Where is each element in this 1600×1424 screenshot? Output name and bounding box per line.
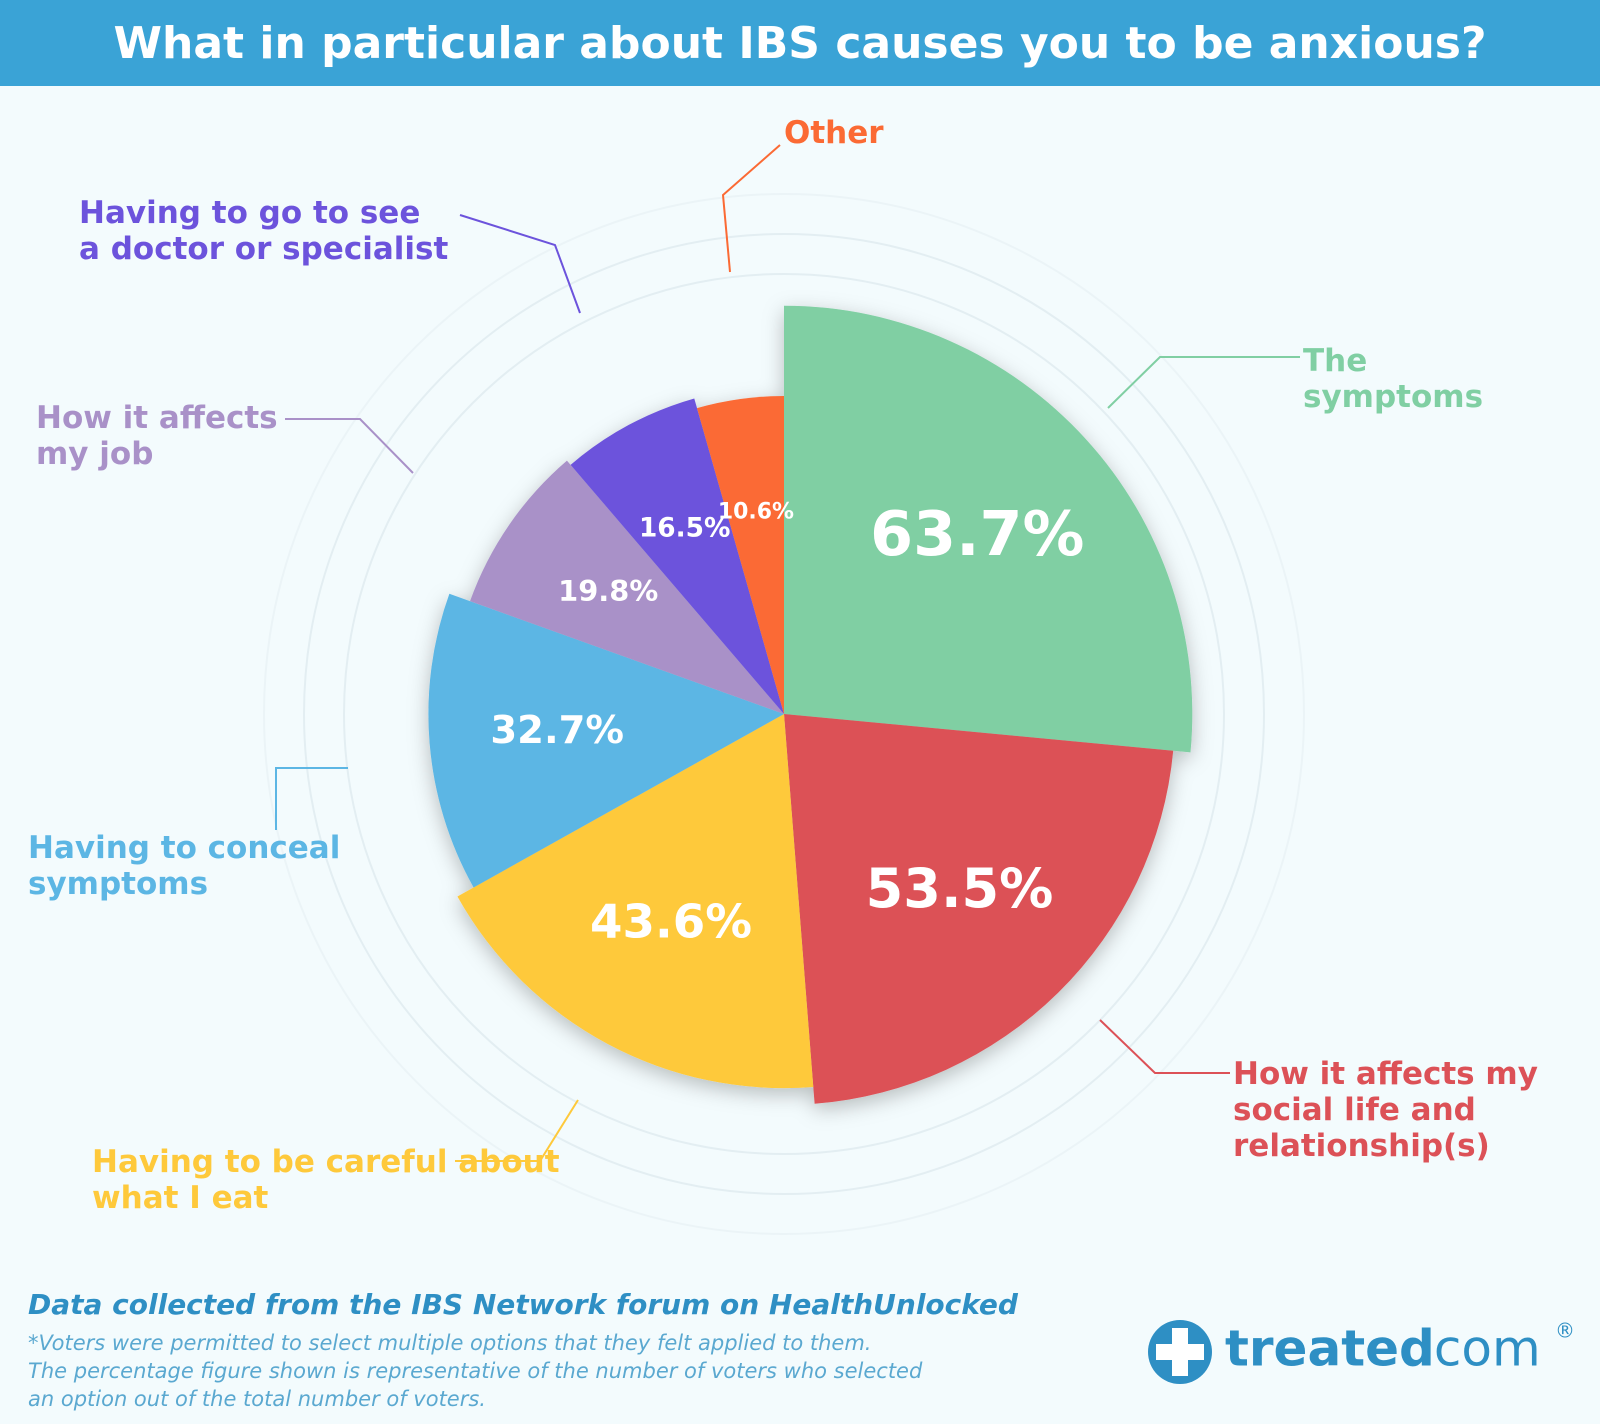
label-line: a doctor or specialist <box>79 231 448 267</box>
leader-line <box>721 144 781 273</box>
slice <box>470 460 784 714</box>
logo-name: treated <box>1225 1320 1435 1378</box>
label-line: symptoms <box>28 866 208 902</box>
category-label: Other <box>784 115 884 151</box>
category-label: Having to go to see a doctor or specialis… <box>79 195 448 267</box>
slice <box>784 714 1174 1104</box>
source: Data collected from the IBS Network foru… <box>28 1288 1019 1321</box>
leader-line <box>1107 356 1300 409</box>
note: *Voters were permitted to select multipl… <box>28 1331 871 1355</box>
value-label: 63.7% <box>870 498 1084 570</box>
slice <box>457 714 814 1089</box>
label-line: The <box>1303 343 1367 379</box>
category-label: Having to be careful about what I eat <box>92 1144 560 1216</box>
leader-line <box>275 767 348 830</box>
leader-line <box>455 1099 579 1162</box>
category-label: The symptoms <box>1303 343 1483 415</box>
logo: treated .com ® <box>1148 1319 1575 1384</box>
leader-line <box>1099 1019 1230 1074</box>
label-line: How it affects <box>36 400 278 436</box>
slice <box>428 593 784 888</box>
chart-title: What in particular about IBS causes you … <box>113 18 1486 69</box>
label-line: symptoms <box>1303 379 1483 415</box>
label-line: Having to be careful about <box>92 1144 560 1180</box>
value-label: 53.5% <box>866 857 1054 920</box>
value-label: 19.8% <box>558 574 658 608</box>
label-line: what I eat <box>92 1180 269 1216</box>
category-label: How it affects my social life and relation… <box>1233 1056 1538 1164</box>
label-line: my job <box>36 436 153 472</box>
label-line: Having to conceal <box>28 830 340 866</box>
category-label: Having to conceal symptoms <box>28 830 340 902</box>
logo-suffix: .com <box>1418 1320 1541 1378</box>
ring <box>303 233 1265 1195</box>
note: The percentage figure shown is represent… <box>28 1359 923 1383</box>
ring <box>343 273 1225 1155</box>
label-line: social life and <box>1233 1092 1476 1128</box>
leader-line <box>459 214 581 314</box>
logo-mark: ® <box>1555 1319 1575 1343</box>
ring <box>263 193 1305 1235</box>
note: an option out of the total number of vot… <box>28 1387 486 1411</box>
value-label: 10.6% <box>718 499 794 524</box>
slice <box>784 305 1193 753</box>
title-bar <box>0 0 1600 86</box>
logo-cross <box>1156 1328 1204 1376</box>
label-line: relationship(s) <box>1233 1128 1490 1164</box>
value-label: 43.6% <box>590 896 752 950</box>
label-line: Other <box>784 115 884 151</box>
category-label: How it affects my job <box>36 400 278 472</box>
label-line: Having to go to see <box>79 195 420 231</box>
rings <box>263 193 1305 1235</box>
slice <box>697 395 784 714</box>
value-label: 16.5% <box>639 514 730 544</box>
slice <box>570 398 784 714</box>
slices <box>428 305 1193 1104</box>
leader-line <box>285 418 414 474</box>
value-label: 32.7% <box>490 708 624 753</box>
label-line: How it affects my <box>1233 1056 1538 1092</box>
